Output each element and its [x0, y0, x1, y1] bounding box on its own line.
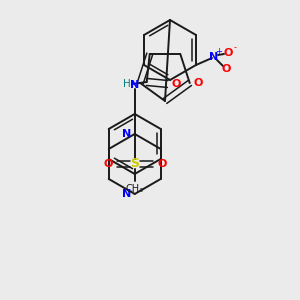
- Text: N: N: [122, 189, 131, 199]
- Text: N: N: [130, 80, 139, 90]
- Text: O: O: [193, 78, 202, 88]
- Text: CH₃: CH₃: [126, 184, 144, 194]
- Text: -: -: [233, 44, 236, 52]
- Text: N: N: [122, 129, 131, 139]
- Text: O: O: [223, 48, 233, 58]
- Text: O: O: [171, 79, 180, 89]
- Text: S: S: [130, 158, 139, 170]
- Text: +: +: [215, 47, 222, 56]
- Text: O: O: [103, 159, 112, 169]
- Text: H: H: [123, 79, 130, 89]
- Text: O: O: [157, 159, 166, 169]
- Text: N: N: [209, 52, 219, 62]
- Text: O: O: [221, 64, 231, 74]
